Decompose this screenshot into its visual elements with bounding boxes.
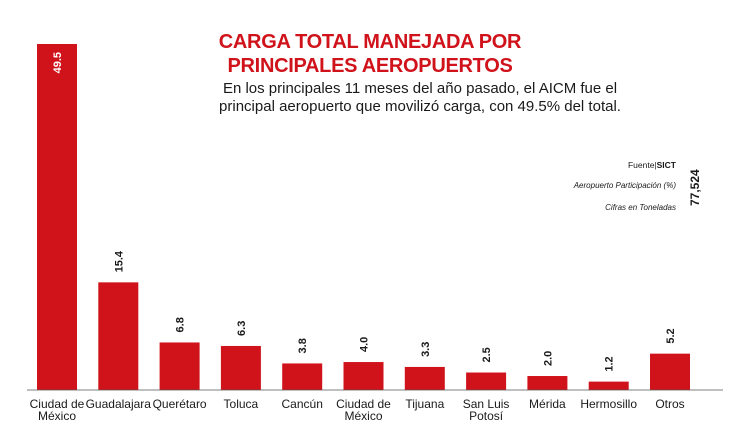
chart-subtitle-line-1: En los principales 11 meses del año pasa…	[222, 80, 618, 97]
chart-title-line-1: CARGA TOTAL MANEJADA POR	[218, 31, 522, 53]
chart-subtitle-line-2: principal aeropuerto que movilizó carga,…	[219, 98, 621, 115]
chart-title-line-2: PRINCIPALES AEROPUERTOS	[227, 55, 513, 77]
bar-cancun-5	[282, 363, 323, 390]
tick-label-hermosillo-10: Hermosillo	[580, 397, 637, 411]
data-label-queretaro-3: 6.8	[175, 317, 187, 332]
tick-label-guadalajara-2: Guadalajara	[86, 397, 152, 411]
tick-label-merida-9: Mérida	[529, 397, 566, 411]
data-label-hermosillo-10: 1.2	[604, 356, 616, 371]
bars-group	[37, 44, 690, 390]
data-label-toluca-4: 6.3	[236, 321, 248, 336]
units-note: Cifras en Toneladas	[605, 203, 676, 212]
data-label-guadalajara-2: 15.4	[113, 250, 125, 272]
chart-title: CARGA TOTAL MANEJADA POR PRINCIPALES AER…	[200, 30, 540, 78]
tick-label-san-luis-potosi-8: San Luis Potosí	[463, 397, 510, 423]
data-label-san-luis-potosi-8: 2.5	[481, 347, 493, 362]
tick-label-ciudad-de-mexico-6: Ciudad de México	[336, 397, 391, 423]
tick-label-queretaro-3: Querétaro	[153, 397, 207, 411]
data-label-cancun-5: 3.8	[297, 338, 309, 353]
tick-label-cancun-5: Cancún	[282, 397, 323, 411]
tick-label-tijuana-7: Tijuana	[405, 397, 444, 411]
bar-merida-9	[527, 376, 568, 390]
legend-notes: Fuente|SICT Aeropuerto Participación (%)…	[573, 160, 702, 212]
bar-toluca-4	[220, 345, 261, 390]
data-label-merida-9: 2.0	[542, 351, 554, 366]
source-note: Fuente|SICT	[628, 160, 677, 170]
chart-subtitle: En los principales 11 meses del año pasa…	[200, 80, 640, 116]
data-label-ciudad-de-mexico-6: 4.0	[359, 337, 371, 352]
tick-label-toluca-4: Toluca	[224, 397, 259, 411]
tick-label-otros-11: Otros	[655, 397, 684, 411]
bar-guadalajara-2	[98, 282, 139, 390]
bar-otros-11	[650, 353, 690, 390]
bar-ciudad-de-mexico-1	[37, 44, 77, 390]
bar-queretaro-3	[159, 342, 200, 390]
bar-ciudad-de-mexico-6	[343, 362, 384, 390]
source-label: Fuente|	[628, 160, 657, 170]
data-label-tijuana-7: 3.3	[420, 342, 432, 357]
participation-note: Aeropuerto Participación (%)	[573, 181, 677, 190]
bar-tijuana-7	[404, 366, 445, 390]
data-labels: 49.5 15.4 6.8 6.3 3.8 4.0 3.3 2.5 2.0 1.2 5.2	[52, 52, 677, 372]
data-label-ciudad-de-mexico-1: 49.5	[52, 52, 64, 73]
total-tonnes-value: 77,524	[688, 169, 702, 206]
source-name: SICT	[657, 160, 677, 170]
bar-hermosillo-10	[588, 381, 629, 390]
bar-san-luis-potosi-8	[466, 372, 507, 390]
tick-label-ciudad-de-mexico-1: Ciudad de México	[30, 397, 85, 423]
data-label-otros-11: 5.2	[665, 328, 677, 343]
